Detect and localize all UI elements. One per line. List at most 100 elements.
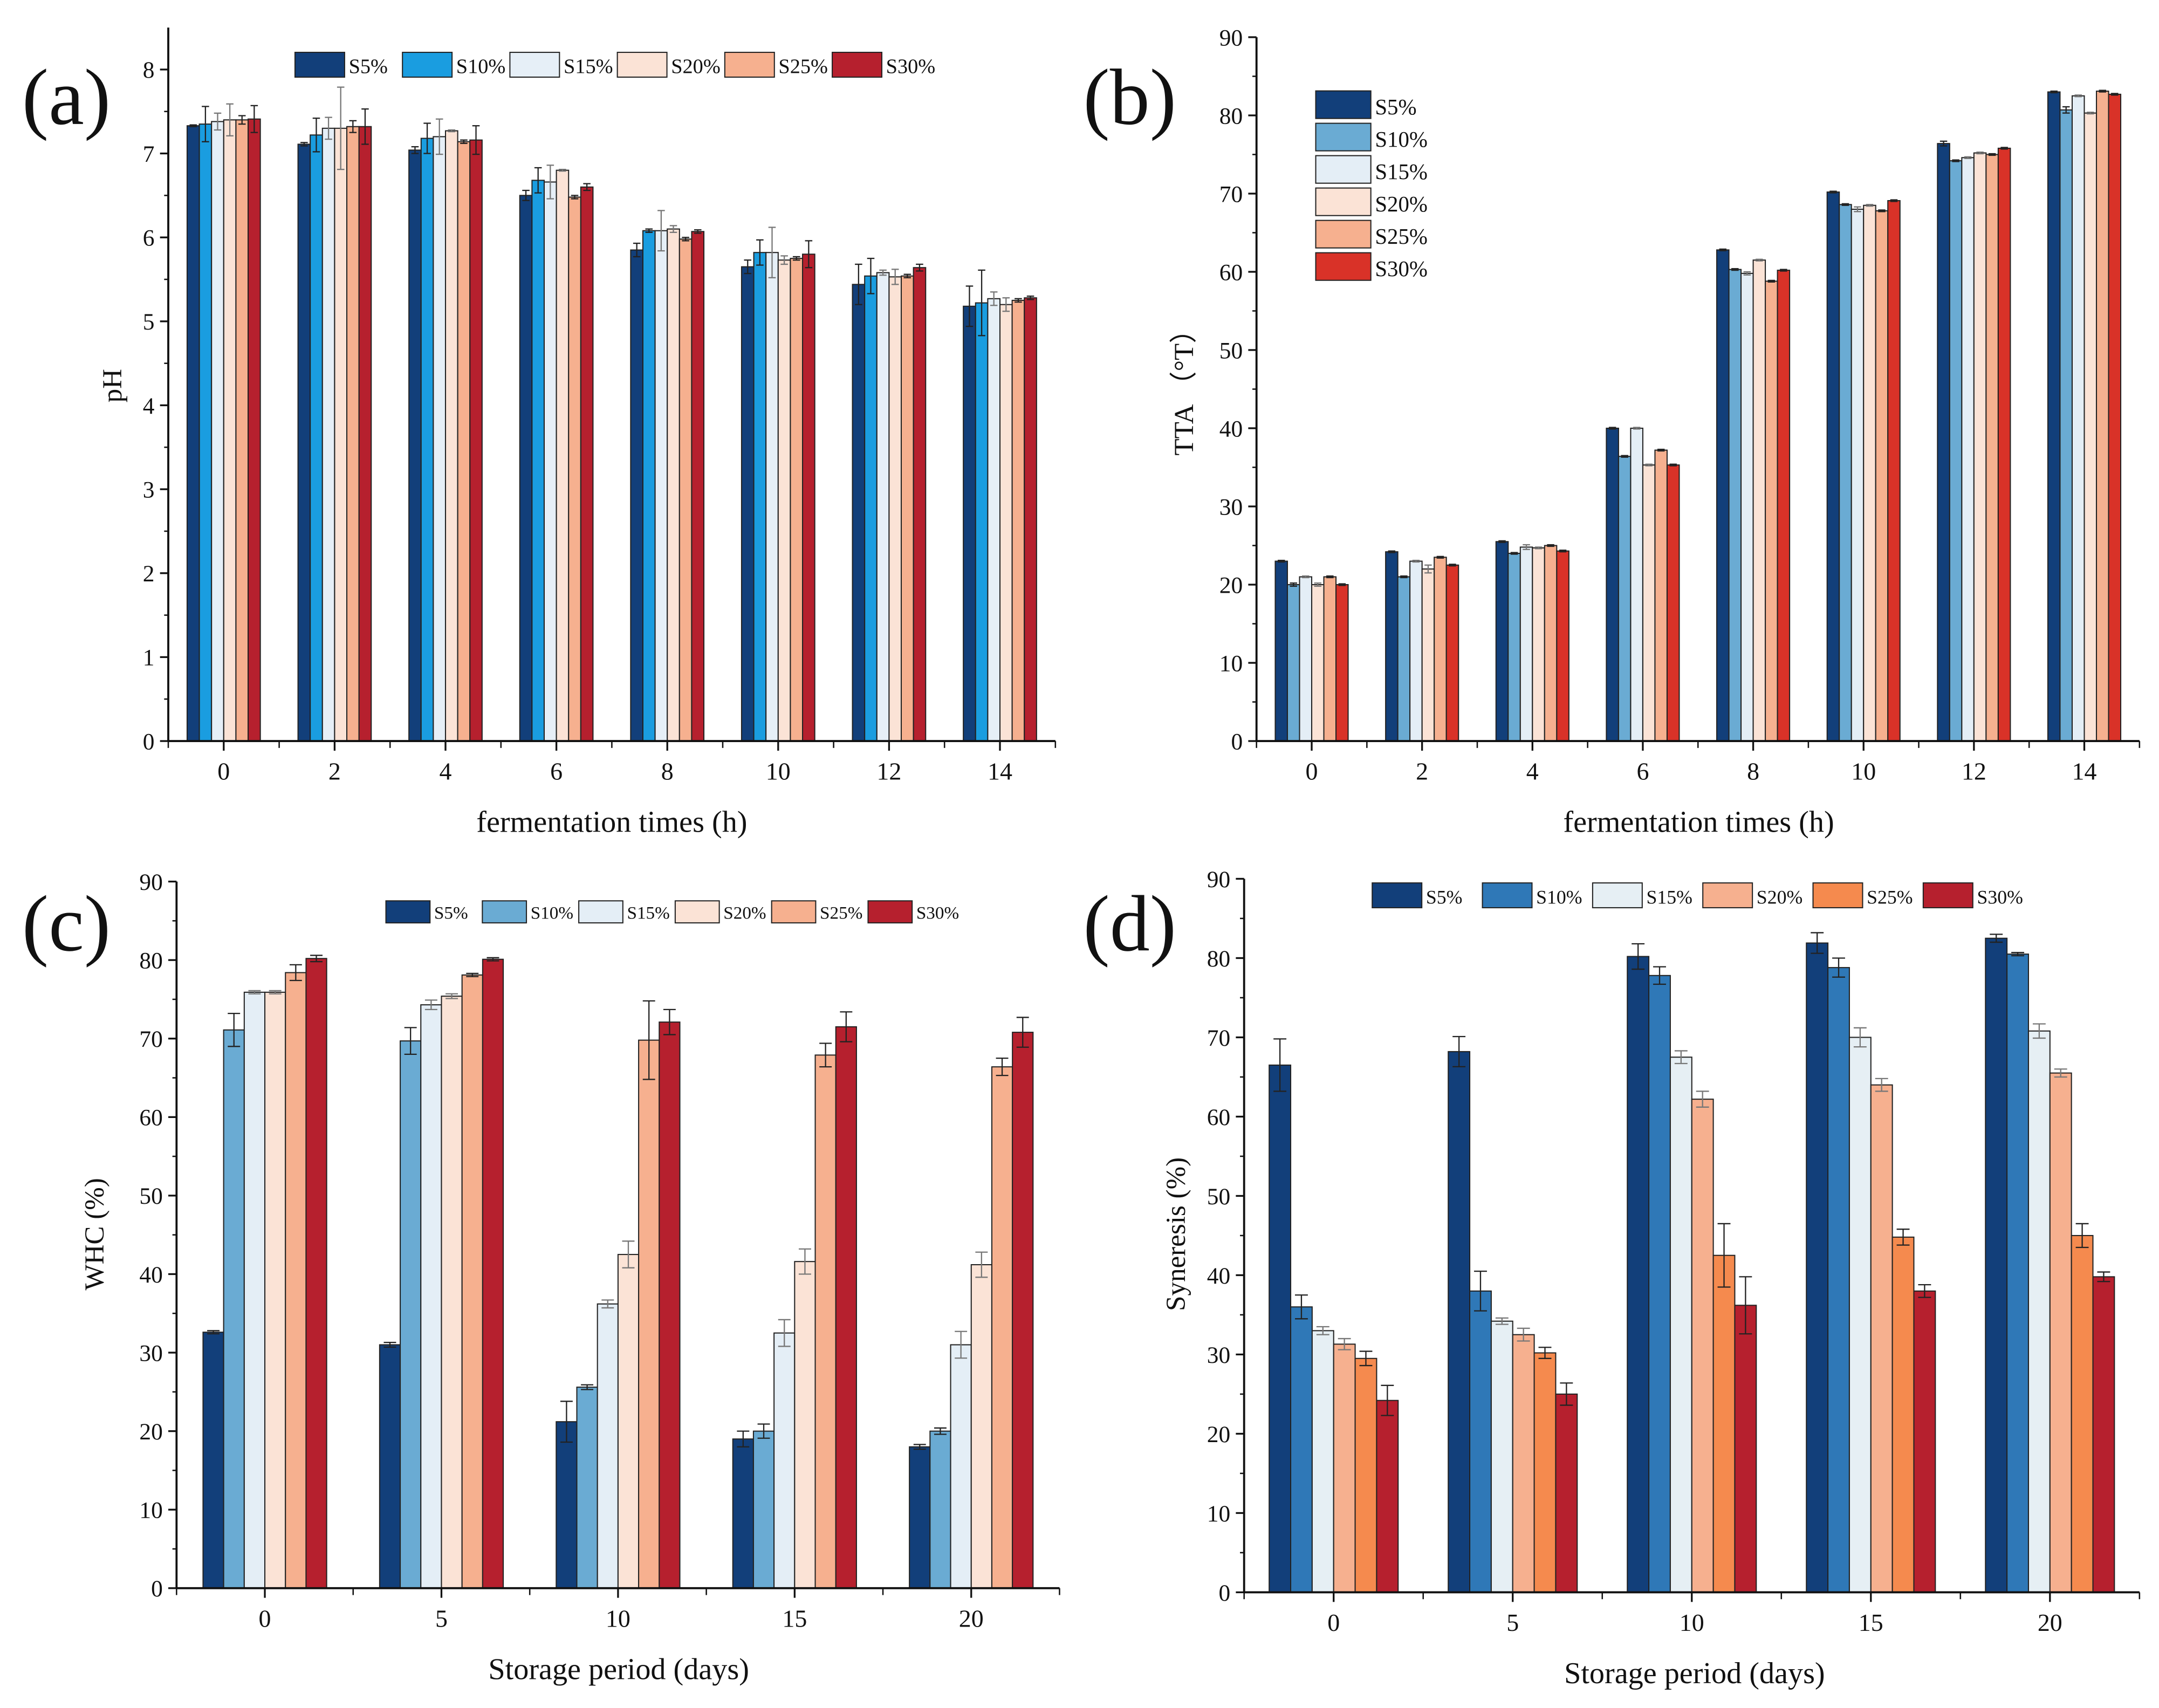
legend-label: S10%	[1375, 127, 1428, 152]
legend-swatch	[616, 52, 668, 78]
y-tick-label: 60	[139, 1105, 162, 1131]
bar	[1740, 272, 1754, 742]
bar	[975, 302, 989, 742]
bar	[950, 1344, 972, 1589]
y-tick-label: 0	[1218, 1580, 1230, 1606]
legend-swatch	[1315, 252, 1372, 281]
bar	[1469, 1290, 1492, 1593]
bar	[556, 1421, 578, 1589]
bar	[1024, 297, 1037, 742]
bar	[1532, 547, 1545, 742]
y-tick-label: 40	[1219, 416, 1243, 442]
bar	[1985, 937, 2008, 1593]
legend-label: S20%	[1757, 886, 1802, 908]
x-axis-title: Storage period (days)	[488, 1652, 749, 1686]
bar	[2006, 954, 2029, 1593]
bar	[1490, 1320, 1513, 1593]
bar	[1777, 270, 1791, 742]
bar	[790, 258, 804, 742]
bar	[1654, 449, 1668, 742]
bar	[469, 139, 483, 742]
bar	[198, 124, 213, 742]
bar	[752, 1430, 775, 1589]
x-tick-label: 6	[550, 758, 563, 785]
bar	[223, 119, 237, 742]
legend-swatch	[402, 52, 453, 78]
bar	[741, 266, 755, 742]
bar	[864, 275, 878, 742]
bar	[1448, 1051, 1471, 1593]
bar	[346, 126, 360, 742]
legend-label: S15%	[1646, 886, 1692, 908]
legend-swatch	[771, 900, 817, 924]
y-tick-label: 4	[143, 393, 155, 419]
x-tick-label: 12	[876, 758, 901, 785]
bar	[1913, 1290, 1936, 1593]
y-tick-label: 2	[143, 561, 155, 587]
bar	[1311, 584, 1325, 742]
bar	[519, 195, 533, 742]
bar	[642, 230, 656, 742]
bar	[1691, 1099, 1714, 1593]
legend-swatch	[1482, 882, 1533, 909]
bar	[1728, 269, 1742, 742]
y-tick-label: 50	[139, 1183, 162, 1209]
legend-swatch	[1315, 90, 1372, 119]
x-tick-label: 12	[1962, 758, 1986, 785]
bar	[835, 1026, 857, 1589]
legend-label: S30%	[916, 903, 959, 923]
legend-swatch	[832, 52, 883, 78]
bar	[2071, 95, 2085, 742]
legend-label: S25%	[1867, 886, 1913, 908]
bar	[433, 136, 447, 742]
x-tick-label: 15	[1859, 1609, 1883, 1636]
bar	[1826, 191, 1840, 742]
bar	[963, 305, 976, 742]
legend-label: S30%	[886, 55, 936, 78]
bar	[334, 127, 348, 742]
bar	[1606, 427, 1619, 742]
bar	[1617, 456, 1632, 742]
bar	[248, 118, 261, 742]
chart-panel-c: 0 10 20 30 40 50 60 70 80 90 0 5 10 15 20 Storage perio…	[22, 869, 1060, 1686]
y-tick-label: 6	[143, 225, 155, 251]
legend-swatch	[867, 900, 913, 924]
bar	[794, 1261, 816, 1589]
legend-label: S25%	[820, 903, 862, 923]
bar	[420, 138, 434, 742]
bar	[1556, 550, 1569, 742]
legend-swatch	[1922, 882, 1973, 909]
bar	[617, 1254, 640, 1589]
x-tick-label: 5	[1506, 1609, 1519, 1636]
bar	[900, 275, 914, 742]
x-tick-label: 10	[766, 758, 791, 785]
bar	[1937, 143, 1950, 742]
legend: S5% S10% S15% S20% S25% S30%	[1315, 90, 1428, 281]
bar	[444, 130, 458, 742]
y-axis-title: TTA （°T）	[1169, 316, 1200, 456]
bar	[1734, 1305, 1757, 1593]
bar	[1555, 1393, 1578, 1593]
y-tick-label: 10	[1219, 650, 1243, 676]
bar	[1286, 584, 1300, 742]
bar	[630, 249, 643, 742]
legend-label: S15%	[627, 903, 670, 923]
y-tick-label: 80	[1219, 103, 1243, 129]
x-axis-title: fermentation times (h)	[476, 806, 747, 839]
bar	[358, 126, 372, 742]
y-tick-label: 30	[139, 1340, 162, 1366]
x-tick-label: 14	[988, 758, 1012, 785]
y-tick-label: 0	[143, 729, 155, 754]
bar	[1385, 551, 1399, 742]
bar	[457, 141, 471, 742]
bar	[1335, 584, 1349, 742]
bar	[1891, 1236, 1915, 1593]
bar	[802, 253, 815, 742]
y-tick-label: 90	[1207, 867, 1230, 893]
bar	[1299, 576, 1313, 742]
bar	[1290, 1306, 1313, 1593]
legend-label: S30%	[1375, 257, 1428, 281]
y-tick-label: 3	[143, 477, 155, 503]
bar	[638, 1039, 660, 1589]
bar	[1323, 576, 1337, 742]
